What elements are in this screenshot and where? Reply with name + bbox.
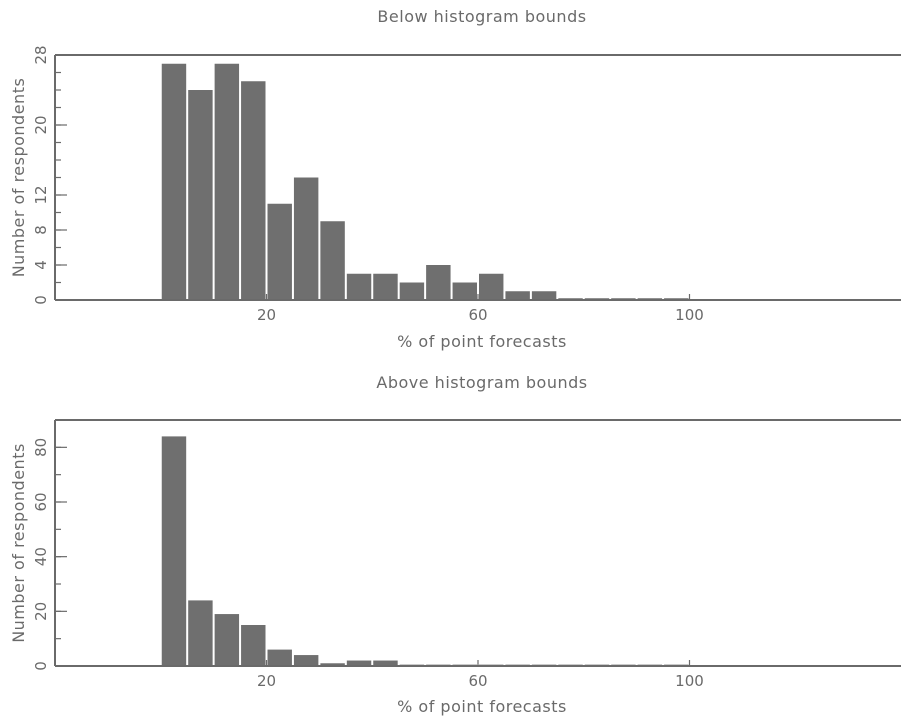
y-tick-label: 4	[32, 260, 50, 270]
x-tick-label: 20	[257, 306, 276, 324]
y-tick-label: 0	[32, 661, 50, 671]
y-tick-label: 80	[32, 438, 50, 457]
histogram-bar	[426, 265, 451, 300]
x-axis-label: % of point forecasts	[397, 332, 567, 351]
y-tick-label: 8	[32, 225, 50, 235]
x-tick-label: 60	[468, 672, 487, 690]
y-tick-label: 60	[32, 492, 50, 511]
histogram-bar	[241, 81, 266, 300]
histogram-bar	[267, 649, 292, 666]
x-tick-label: 100	[675, 306, 704, 324]
histogram-bar	[320, 663, 345, 666]
histogram-bar	[479, 273, 504, 300]
x-axis-label: % of point forecasts	[397, 697, 567, 716]
y-tick-label: 0	[32, 295, 50, 305]
panel-title: Below histogram bounds	[377, 7, 586, 26]
x-tick-label: 60	[468, 306, 487, 324]
histogram-bar	[346, 273, 372, 300]
x-tick-label: 20	[257, 672, 276, 690]
histogram-bar	[505, 291, 530, 300]
y-tick-label: 20	[32, 602, 50, 621]
histogram-bar	[452, 282, 477, 300]
y-tick-label: 20	[32, 115, 50, 134]
histogram-bar	[161, 436, 187, 666]
histogram-bar	[293, 177, 319, 300]
histogram-bar	[293, 655, 319, 666]
histogram-bar	[320, 221, 345, 300]
histogram-bar	[161, 63, 187, 300]
above-bounds-histogram-panel: Above histogram bounds % of point foreca…	[9, 373, 901, 716]
y-tick-label: 12	[32, 185, 50, 204]
y-axis-label: Number of respondents	[9, 443, 28, 643]
histogram-bar	[214, 614, 240, 666]
histogram-bar	[399, 282, 425, 300]
histogram-bar	[188, 90, 213, 300]
y-tick-label: 28	[32, 45, 50, 64]
histogram-bar	[373, 273, 398, 300]
panel-title: Above histogram bounds	[376, 373, 587, 392]
histogram-bar	[373, 660, 398, 666]
histogram-bar	[267, 203, 292, 300]
below-bounds-histogram-panel: Below histogram bounds % of point foreca…	[9, 7, 901, 351]
histogram-bar	[241, 625, 266, 666]
histogram-bar	[214, 63, 240, 300]
y-axis-label: Number of respondents	[9, 78, 28, 278]
x-tick-label: 100	[675, 672, 704, 690]
histogram-bar	[346, 660, 372, 666]
histogram-bar	[531, 291, 557, 300]
y-tick-label: 40	[32, 547, 50, 566]
histogram-bar	[188, 600, 213, 666]
